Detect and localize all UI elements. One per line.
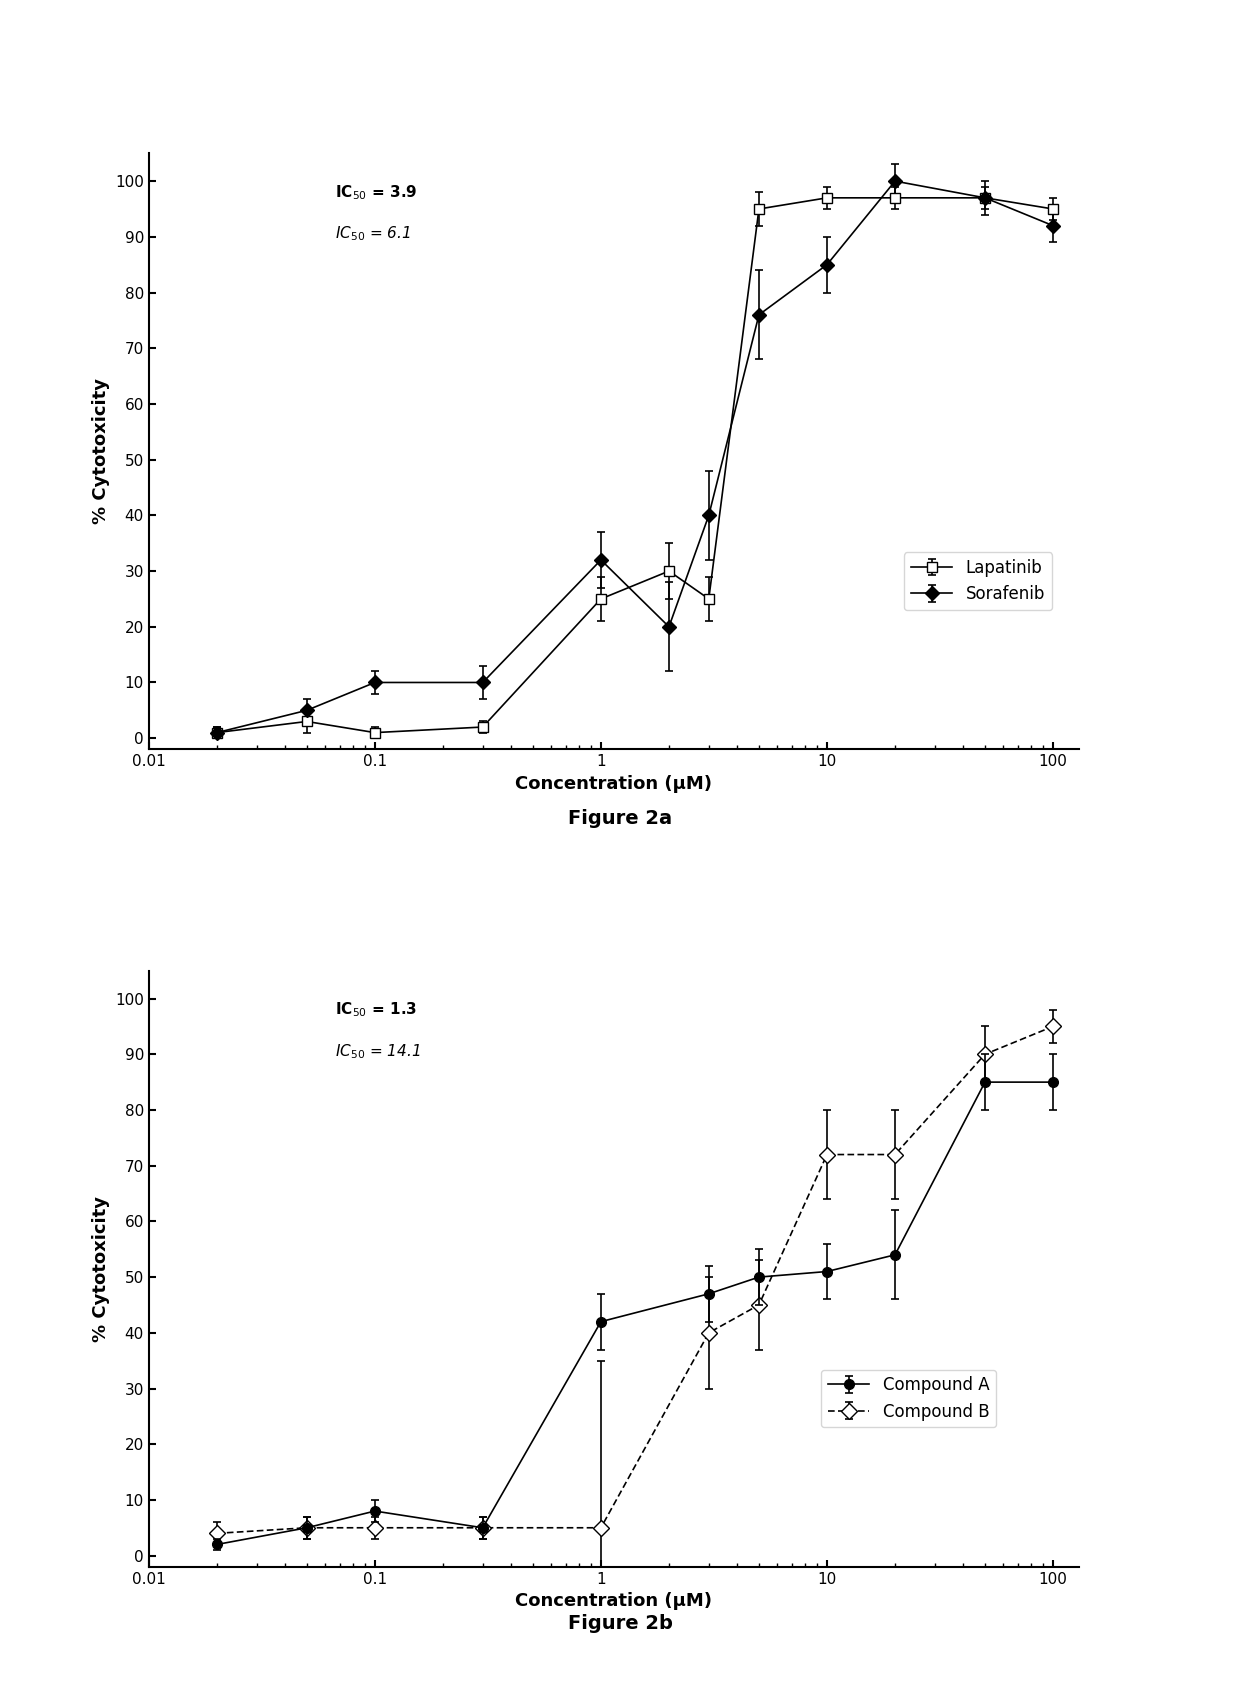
Text: IC$_{50}$ = 3.9: IC$_{50}$ = 3.9: [335, 184, 418, 201]
Y-axis label: % Cytotoxicity: % Cytotoxicity: [92, 378, 109, 525]
X-axis label: Concentration (μM): Concentration (μM): [516, 775, 712, 792]
Text: Figure 2a: Figure 2a: [568, 809, 672, 828]
Text: IC$_{50}$ = 1.3: IC$_{50}$ = 1.3: [335, 1001, 417, 1018]
Legend: Compound A, Compound B: Compound A, Compound B: [821, 1369, 996, 1427]
Text: Figure 2b: Figure 2b: [568, 1614, 672, 1633]
Text: IC$_{50}$ = 6.1: IC$_{50}$ = 6.1: [335, 225, 410, 244]
Text: IC$_{50}$ = 14.1: IC$_{50}$ = 14.1: [335, 1042, 420, 1061]
Legend: Lapatinib, Sorafenib: Lapatinib, Sorafenib: [904, 552, 1052, 610]
X-axis label: Concentration (μM): Concentration (μM): [516, 1592, 712, 1609]
Y-axis label: % Cytotoxicity: % Cytotoxicity: [92, 1196, 109, 1342]
